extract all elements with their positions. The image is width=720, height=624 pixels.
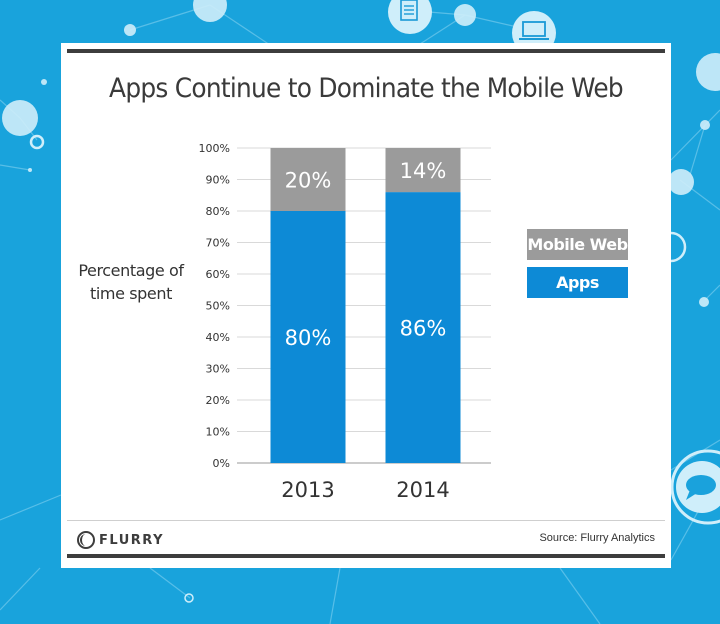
footer-rule: [67, 520, 665, 521]
stacked-bar-chart: 0% 10% 20% 30% 40% 50% 60% 70% 80% 90% 100% 80% 20% 2…: [199, 142, 491, 502]
y-tick-label: 100%: [199, 142, 230, 155]
y-tick-label: 30%: [206, 363, 230, 376]
y-tick-label: 90%: [206, 174, 230, 187]
bottom-frame-rule: [67, 554, 665, 558]
logo-wordmark: FLURRY: [99, 532, 164, 548]
y-tick-label: 20%: [206, 394, 230, 407]
legend-item-apps: Apps: [527, 267, 628, 298]
bar-apps-2013: [270, 211, 346, 463]
legend-item-mobile-web: Mobile Web: [527, 229, 628, 260]
y-tick-label: 70%: [206, 237, 230, 250]
y-tick-label: 0%: [213, 457, 230, 470]
document-icon: [388, 0, 432, 34]
source-note: Source: Flurry Analytics: [539, 532, 655, 544]
speech-bubble-icon: [676, 461, 720, 513]
y-tick-label: 10%: [206, 426, 230, 439]
bar-mobile-web-2014: [385, 148, 461, 193]
x-tick-label: 2013: [281, 478, 334, 502]
bar-value-label: 14%: [400, 159, 447, 183]
y-tick-label: 80%: [206, 205, 230, 218]
flurry-logo-icon: [77, 531, 95, 549]
top-frame-rule: [67, 49, 665, 53]
y-tick-label: 40%: [206, 331, 230, 344]
bar-value-label: 20%: [285, 169, 332, 193]
bar-value-label: 86%: [400, 317, 447, 341]
y-axis-label: Percentage of time spent: [78, 261, 184, 303]
y-tick-label: 50%: [206, 300, 230, 313]
x-tick-label: 2014: [396, 478, 449, 502]
bar-mobile-web-2013: [270, 148, 346, 211]
chart-title: Apps Continue to Dominate the Mobile Web: [109, 73, 624, 104]
chart-card: Apps Continue to Dominate the Mobile Web…: [61, 43, 671, 568]
y-tick-label: 60%: [206, 268, 230, 281]
flurry-logo: FLURRY: [77, 530, 164, 550]
bar-value-label: 80%: [285, 326, 332, 350]
bar-apps-2014: [385, 192, 461, 463]
